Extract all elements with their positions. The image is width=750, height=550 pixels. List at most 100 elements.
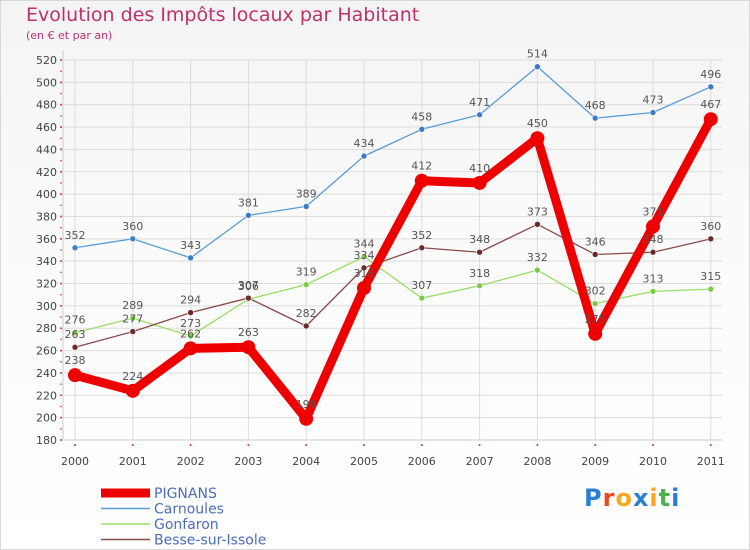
y-tick-mark — [60, 371, 62, 374]
data-point-gonfaron — [187, 332, 194, 340]
data-label-besse-sur-issole: 334 — [354, 249, 375, 262]
data-point-pignans — [241, 340, 256, 355]
data-point-gonfaron — [649, 288, 657, 295]
data-label-gonfaron: 318 — [469, 267, 490, 280]
x-tick-mark — [131, 444, 134, 446]
x-tick-label: 2001 — [119, 455, 147, 468]
data-label-besse-sur-issole: 352 — [411, 229, 432, 242]
y-minor-tick-mark — [60, 360, 62, 363]
data-label-carnoules: 471 — [469, 96, 490, 109]
data-point-gonfaron — [129, 314, 137, 322]
data-label-gonfaron: 307 — [411, 279, 432, 292]
data-label-gonfaron: 276 — [65, 314, 86, 327]
y-tick-mark — [60, 439, 62, 441]
y-tick-label: 480 — [36, 99, 57, 112]
y-minor-tick-mark — [60, 405, 62, 408]
series-line-besse-sur-issole — [74, 223, 712, 348]
data-point-pignans — [183, 341, 198, 356]
data-point-pignans — [125, 383, 140, 398]
x-tick-mark — [189, 444, 192, 446]
data-point-besse-sur-issole — [476, 248, 483, 256]
data-point-pignans — [414, 173, 429, 188]
data-label-pignans: 316 — [354, 267, 375, 280]
y-tick-mark — [60, 394, 62, 397]
data-label-pignans: 467 — [700, 98, 721, 111]
logo-letter: x — [632, 484, 650, 512]
x-tick-label: 2000 — [61, 455, 89, 468]
y-tick-mark — [60, 349, 62, 352]
data-label-gonfaron: 306 — [238, 280, 259, 293]
data-point-besse-sur-issole — [707, 235, 715, 243]
x-tick-mark — [478, 444, 481, 446]
data-point-carnoules — [302, 203, 310, 210]
data-label-pignans: 412 — [411, 160, 432, 173]
x-tick-label: 2007 — [466, 455, 494, 468]
y-tick-mark — [60, 103, 62, 106]
data-point-besse-sur-issole — [591, 251, 599, 258]
y-tick-mark — [60, 237, 62, 240]
y-tick-label: 200 — [36, 412, 57, 425]
y-tick-label: 220 — [36, 389, 57, 402]
data-point-carnoules — [591, 114, 599, 122]
y-tick-mark — [60, 59, 62, 61]
y-tick-label: 240 — [36, 367, 57, 380]
data-label-besse-sur-issole: 282 — [296, 307, 317, 320]
data-point-carnoules — [245, 212, 252, 219]
data-point-pignans — [357, 281, 371, 295]
x-tick-mark — [305, 444, 308, 446]
data-point-carnoules — [71, 244, 79, 252]
y-minor-tick-mark — [60, 316, 62, 318]
x-tick-mark — [536, 444, 539, 446]
data-point-pignans — [299, 411, 314, 426]
y-tick-label: 440 — [36, 143, 57, 156]
y-tick-label: 520 — [36, 54, 57, 67]
x-tick-label: 2005 — [350, 455, 378, 468]
data-label-besse-sur-issole: 307 — [238, 279, 259, 292]
series-line-carnoules — [74, 66, 712, 259]
y-tick-mark — [60, 215, 62, 218]
data-label-carnoules: 496 — [700, 68, 721, 81]
x-tick-label: 2004 — [292, 455, 320, 468]
y-minor-tick-mark — [60, 182, 62, 184]
y-tick-label: 420 — [36, 166, 57, 179]
data-point-carnoules — [418, 125, 426, 133]
x-tick-label: 2009 — [581, 455, 609, 468]
x-tick-mark — [594, 444, 597, 446]
data-point-carnoules — [476, 111, 483, 119]
x-tick-label: 2008 — [523, 455, 551, 468]
data-point-besse-sur-issole — [129, 328, 137, 335]
data-label-gonfaron: 315 — [700, 270, 721, 283]
data-point-carnoules — [187, 254, 194, 262]
y-tick-mark — [60, 81, 62, 84]
series-lines — [68, 63, 718, 426]
data-point-carnoules — [707, 83, 715, 91]
logo-letter: i — [649, 484, 659, 512]
data-point-besse-sur-issole — [71, 343, 79, 351]
data-point-besse-sur-issole — [534, 220, 541, 228]
axes: 180 200 220 240 260 280 300 320 340 360 380 400 420 4… — [36, 50, 725, 468]
data-point-carnoules — [129, 235, 137, 243]
y-tick-label: 280 — [36, 322, 57, 335]
logo-letter: i — [671, 484, 681, 512]
legend-label-besse-sur-issole: Besse-sur-Issole — [154, 533, 266, 549]
y-tick-label: 260 — [36, 345, 57, 358]
legend-label-gonfaron: Gonfaron — [154, 517, 219, 533]
data-point-besse-sur-issole — [245, 294, 252, 302]
data-label-carnoules: 473 — [643, 94, 664, 107]
data-point-gonfaron — [302, 281, 310, 288]
y-minor-tick-mark — [60, 115, 62, 117]
data-point-carnoules — [649, 109, 657, 116]
y-minor-tick-mark — [60, 428, 62, 430]
series-line-pignans — [70, 114, 716, 424]
logo-letter: o — [615, 484, 633, 512]
data-label-pignans: 199 — [296, 398, 317, 411]
data-point-pignans — [472, 175, 487, 190]
data-label-pignans: 371 — [643, 206, 664, 219]
y-tick-label: 180 — [36, 434, 57, 447]
y-minor-tick-mark — [60, 271, 62, 274]
y-tick-mark — [60, 282, 62, 285]
x-tick-label: 2002 — [177, 455, 205, 468]
data-point-besse-sur-issole — [187, 309, 194, 316]
